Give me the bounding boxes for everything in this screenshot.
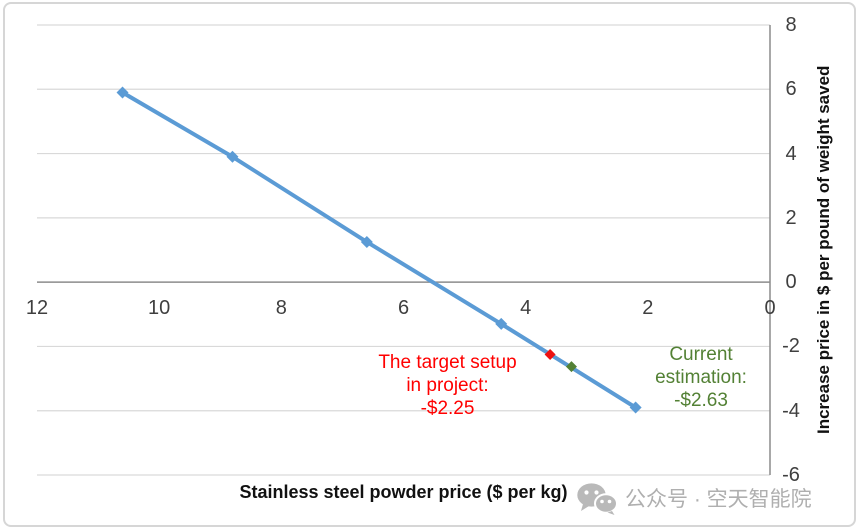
data-point-marker bbox=[360, 235, 373, 248]
data-point-marker bbox=[629, 401, 642, 414]
data-point-marker bbox=[226, 150, 239, 163]
wechat-icon bbox=[577, 482, 618, 515]
target-annotation-value: -$2.25 bbox=[420, 398, 475, 419]
current-annotation-line1: Current bbox=[669, 344, 733, 365]
watermark-text: 公众号 · 空天智能院 bbox=[625, 488, 812, 511]
target-annotation-line1: The target setup bbox=[378, 352, 517, 373]
x-tick-label: 4 bbox=[520, 297, 532, 319]
y-tick-label: -4 bbox=[782, 399, 800, 422]
y-tick-label: -6 bbox=[782, 464, 800, 486]
y-tick-label: 6 bbox=[785, 78, 797, 101]
current-annotation-line2: estimation: bbox=[655, 367, 747, 388]
x-tick-label: 0 bbox=[764, 297, 776, 319]
watermark: 公众号 · 空天智能院 bbox=[576, 481, 812, 515]
y-tick-label: 8 bbox=[785, 14, 797, 36]
x-axis-title: Stainless steel powder price ($ per kg) bbox=[239, 482, 568, 502]
y-tick-label: 0 bbox=[785, 271, 797, 294]
x-tick-label: 10 bbox=[148, 297, 171, 319]
target-annotation-line2: in project: bbox=[406, 375, 489, 396]
x-tick-label: 12 bbox=[25, 297, 49, 319]
y-tick-label: 2 bbox=[785, 206, 797, 229]
data-point-marker bbox=[495, 317, 508, 330]
current-annotation-value: -$2.63 bbox=[674, 390, 728, 411]
target-setup-point bbox=[544, 348, 556, 360]
current-estimation-point bbox=[565, 361, 577, 373]
y-tick-label: 4 bbox=[785, 142, 797, 165]
data-point-marker bbox=[116, 86, 129, 99]
target-annotation: The target setup in project: -$2.25 bbox=[345, 351, 550, 420]
x-tick-label: 8 bbox=[275, 297, 287, 319]
y-tick-label: -2 bbox=[782, 335, 800, 358]
x-tick-label: 2 bbox=[642, 297, 654, 319]
current-annotation: Current estimation: -$2.63 bbox=[628, 343, 774, 412]
x-tick-label: 6 bbox=[397, 297, 410, 319]
y-axis-title: Increase price in $ per pound of weight … bbox=[814, 65, 833, 435]
